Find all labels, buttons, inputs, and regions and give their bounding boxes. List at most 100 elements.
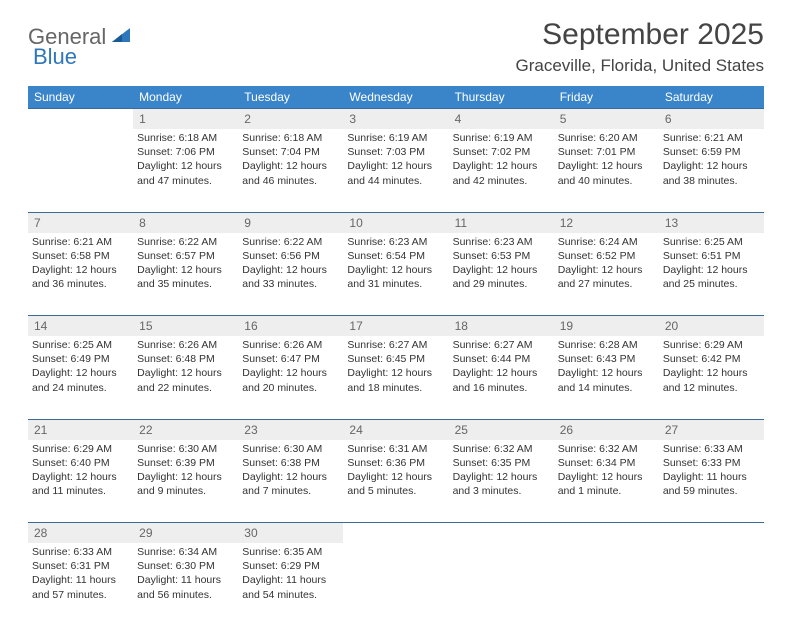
daylight1-text: Daylight: 12 hours <box>347 263 444 277</box>
day-cell: Sunrise: 6:18 AMSunset: 7:06 PMDaylight:… <box>133 129 238 212</box>
sunrise-text: Sunrise: 6:30 AM <box>242 442 339 456</box>
daylight2-text: and 11 minutes. <box>32 484 129 498</box>
daylight1-text: Daylight: 12 hours <box>242 366 339 380</box>
day-cell: Sunrise: 6:21 AMSunset: 6:59 PMDaylight:… <box>659 129 764 212</box>
day-cell: Sunrise: 6:33 AMSunset: 6:33 PMDaylight:… <box>659 440 764 523</box>
daylight2-text: and 16 minutes. <box>453 381 550 395</box>
sunrise-text: Sunrise: 6:24 AM <box>558 235 655 249</box>
sunset-text: Sunset: 6:36 PM <box>347 456 444 470</box>
daylight2-text: and 40 minutes. <box>558 174 655 188</box>
day-cell <box>659 543 764 623</box>
day-content: Sunrise: 6:26 AMSunset: 6:47 PMDaylight:… <box>242 338 339 395</box>
daylight1-text: Daylight: 11 hours <box>242 573 339 587</box>
daylight1-text: Daylight: 12 hours <box>137 263 234 277</box>
daylight1-text: Daylight: 12 hours <box>137 470 234 484</box>
day-header: Monday <box>133 86 238 109</box>
day-number: 14 <box>28 316 133 337</box>
sunset-text: Sunset: 6:44 PM <box>453 352 550 366</box>
day-cell: Sunrise: 6:19 AMSunset: 7:02 PMDaylight:… <box>449 129 554 212</box>
location: Graceville, Florida, United States <box>516 56 765 76</box>
sunrise-text: Sunrise: 6:33 AM <box>32 545 129 559</box>
logo-sail-icon <box>110 24 132 50</box>
sunset-text: Sunset: 6:30 PM <box>137 559 234 573</box>
day-number <box>28 109 133 130</box>
sunset-text: Sunset: 6:45 PM <box>347 352 444 366</box>
sunset-text: Sunset: 6:52 PM <box>558 249 655 263</box>
sunset-text: Sunset: 7:04 PM <box>242 145 339 159</box>
day-header: Thursday <box>449 86 554 109</box>
daylight2-text: and 35 minutes. <box>137 277 234 291</box>
day-number: 23 <box>238 419 343 440</box>
day-content: Sunrise: 6:24 AMSunset: 6:52 PMDaylight:… <box>558 235 655 292</box>
day-number <box>659 523 764 544</box>
day-cell: Sunrise: 6:20 AMSunset: 7:01 PMDaylight:… <box>554 129 659 212</box>
sunrise-text: Sunrise: 6:35 AM <box>242 545 339 559</box>
day-cell: Sunrise: 6:34 AMSunset: 6:30 PMDaylight:… <box>133 543 238 623</box>
sunrise-text: Sunrise: 6:30 AM <box>137 442 234 456</box>
daylight1-text: Daylight: 12 hours <box>137 159 234 173</box>
sunset-text: Sunset: 6:48 PM <box>137 352 234 366</box>
day-content: Sunrise: 6:22 AMSunset: 6:57 PMDaylight:… <box>137 235 234 292</box>
day-number <box>343 523 448 544</box>
daylight1-text: Daylight: 12 hours <box>558 470 655 484</box>
daylight1-text: Daylight: 12 hours <box>663 263 760 277</box>
sunset-text: Sunset: 6:53 PM <box>453 249 550 263</box>
daylight2-text: and 7 minutes. <box>242 484 339 498</box>
sunrise-text: Sunrise: 6:23 AM <box>453 235 550 249</box>
day-content: Sunrise: 6:23 AMSunset: 6:53 PMDaylight:… <box>453 235 550 292</box>
day-number: 16 <box>238 316 343 337</box>
sunrise-text: Sunrise: 6:18 AM <box>242 131 339 145</box>
day-content: Sunrise: 6:29 AMSunset: 6:42 PMDaylight:… <box>663 338 760 395</box>
sunset-text: Sunset: 6:42 PM <box>663 352 760 366</box>
sunrise-text: Sunrise: 6:20 AM <box>558 131 655 145</box>
sunset-text: Sunset: 6:58 PM <box>32 249 129 263</box>
daylight2-text: and 1 minute. <box>558 484 655 498</box>
day-cell: Sunrise: 6:29 AMSunset: 6:40 PMDaylight:… <box>28 440 133 523</box>
day-number: 13 <box>659 212 764 233</box>
day-content: Sunrise: 6:28 AMSunset: 6:43 PMDaylight:… <box>558 338 655 395</box>
day-number: 24 <box>343 419 448 440</box>
day-number: 3 <box>343 109 448 130</box>
sunrise-text: Sunrise: 6:25 AM <box>663 235 760 249</box>
day-number: 17 <box>343 316 448 337</box>
daylight2-text: and 33 minutes. <box>242 277 339 291</box>
day-number: 15 <box>133 316 238 337</box>
day-header: Friday <box>554 86 659 109</box>
sunset-text: Sunset: 6:33 PM <box>663 456 760 470</box>
day-cell: Sunrise: 6:35 AMSunset: 6:29 PMDaylight:… <box>238 543 343 623</box>
sunrise-text: Sunrise: 6:33 AM <box>663 442 760 456</box>
day-number: 12 <box>554 212 659 233</box>
month-title: September 2025 <box>516 18 765 52</box>
daylight2-text: and 22 minutes. <box>137 381 234 395</box>
day-cell: Sunrise: 6:32 AMSunset: 6:35 PMDaylight:… <box>449 440 554 523</box>
day-cell: Sunrise: 6:30 AMSunset: 6:39 PMDaylight:… <box>133 440 238 523</box>
header: General September 2025 Graceville, Flori… <box>28 18 764 76</box>
day-content: Sunrise: 6:27 AMSunset: 6:44 PMDaylight:… <box>453 338 550 395</box>
day-number: 7 <box>28 212 133 233</box>
day-cell: Sunrise: 6:32 AMSunset: 6:34 PMDaylight:… <box>554 440 659 523</box>
sunrise-text: Sunrise: 6:31 AM <box>347 442 444 456</box>
sunrise-text: Sunrise: 6:22 AM <box>137 235 234 249</box>
sunrise-text: Sunrise: 6:23 AM <box>347 235 444 249</box>
sunset-text: Sunset: 6:38 PM <box>242 456 339 470</box>
daylight1-text: Daylight: 12 hours <box>663 366 760 380</box>
day-header-row: Sunday Monday Tuesday Wednesday Thursday… <box>28 86 764 109</box>
day-cell: Sunrise: 6:25 AMSunset: 6:49 PMDaylight:… <box>28 336 133 419</box>
sunrise-text: Sunrise: 6:26 AM <box>137 338 234 352</box>
sunset-text: Sunset: 6:57 PM <box>137 249 234 263</box>
title-block: September 2025 Graceville, Florida, Unit… <box>516 18 765 76</box>
daylight2-text: and 3 minutes. <box>453 484 550 498</box>
daylight1-text: Daylight: 12 hours <box>32 263 129 277</box>
sunset-text: Sunset: 6:56 PM <box>242 249 339 263</box>
sunrise-text: Sunrise: 6:29 AM <box>663 338 760 352</box>
day-content: Sunrise: 6:33 AMSunset: 6:33 PMDaylight:… <box>663 442 760 499</box>
sunrise-text: Sunrise: 6:34 AM <box>137 545 234 559</box>
sunset-text: Sunset: 6:34 PM <box>558 456 655 470</box>
day-number: 27 <box>659 419 764 440</box>
daylight1-text: Daylight: 12 hours <box>453 263 550 277</box>
day-content: Sunrise: 6:35 AMSunset: 6:29 PMDaylight:… <box>242 545 339 602</box>
daylight2-text: and 46 minutes. <box>242 174 339 188</box>
daylight1-text: Daylight: 12 hours <box>347 366 444 380</box>
day-content: Sunrise: 6:21 AMSunset: 6:58 PMDaylight:… <box>32 235 129 292</box>
day-cell: Sunrise: 6:26 AMSunset: 6:47 PMDaylight:… <box>238 336 343 419</box>
